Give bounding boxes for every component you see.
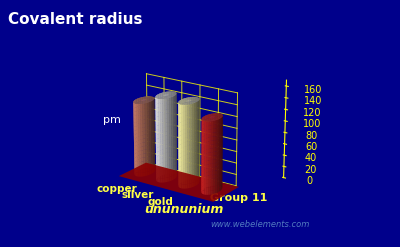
Text: Covalent radius: Covalent radius <box>8 12 142 27</box>
Text: www.webelements.com: www.webelements.com <box>210 220 310 229</box>
